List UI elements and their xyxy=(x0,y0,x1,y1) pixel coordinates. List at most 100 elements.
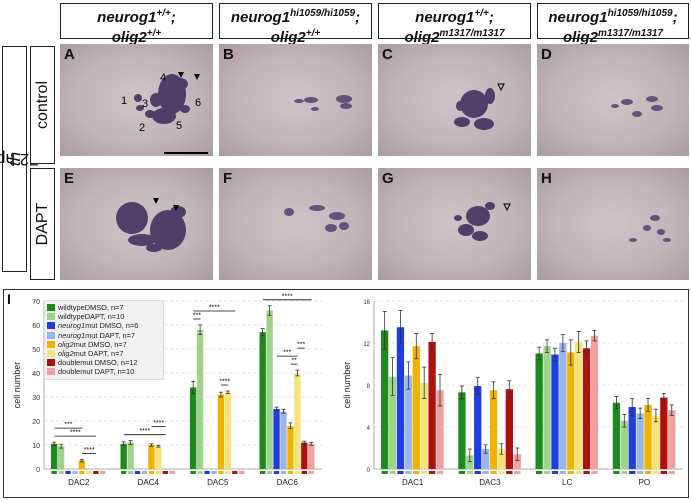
bar xyxy=(668,410,676,469)
bar xyxy=(420,382,428,469)
row-label-dapt: DAPT xyxy=(30,168,55,280)
y-tick-label: 12 xyxy=(363,342,370,348)
y-tick-label: 0 xyxy=(367,468,371,474)
category-color-tick xyxy=(567,471,574,474)
bar xyxy=(190,387,197,469)
category-color-tick xyxy=(621,471,628,474)
region-number-4: 4 xyxy=(160,72,167,84)
category-color-tick xyxy=(301,471,307,474)
bar xyxy=(280,411,287,469)
bar xyxy=(148,445,155,469)
panel-c: C xyxy=(378,44,531,156)
bar xyxy=(489,390,498,469)
gene-1: neurog1 xyxy=(97,9,157,26)
bar xyxy=(308,443,315,469)
category-color-tick xyxy=(636,471,644,474)
gene-2: olig2 xyxy=(270,29,306,46)
category-color-tick xyxy=(629,471,636,474)
x-tick-label: DAC1 xyxy=(402,478,424,487)
legend-item: neurog1 mut DMSO, n=6 xyxy=(47,321,161,330)
legend-swatch xyxy=(47,322,55,330)
category-color-tick xyxy=(155,471,162,474)
category-color-tick xyxy=(211,471,217,474)
category-color-tick xyxy=(551,471,559,474)
category-color-tick xyxy=(141,471,148,474)
bar xyxy=(644,404,652,469)
bar xyxy=(294,373,301,469)
category-color-tick xyxy=(652,471,660,474)
y-tick-label: 40 xyxy=(32,371,40,378)
legend-swatch xyxy=(47,368,55,376)
bar xyxy=(396,327,405,469)
y-tick-label: 70 xyxy=(32,299,40,306)
genotype-1: hi1059/hi1059 xyxy=(607,8,673,19)
bar xyxy=(224,392,232,469)
category-color-tick xyxy=(591,471,598,474)
bar xyxy=(513,454,521,469)
legend-swatch xyxy=(47,340,55,348)
category-color-tick xyxy=(490,471,497,474)
significance-label: **** xyxy=(282,293,293,300)
x-tick-label: DAC5 xyxy=(207,478,229,487)
y-tick-label: 30 xyxy=(32,395,40,402)
bar xyxy=(155,446,162,469)
bar xyxy=(381,330,389,469)
category-color-tick xyxy=(644,471,652,474)
bar xyxy=(301,442,308,469)
panel-c-stain xyxy=(454,83,505,130)
bar xyxy=(660,397,668,469)
category-color-tick xyxy=(506,471,513,474)
category-color-tick xyxy=(273,471,280,474)
significance-label: *** xyxy=(283,350,291,357)
bar xyxy=(196,329,204,469)
y-tick-label: 50 xyxy=(32,347,40,354)
category-color-tick xyxy=(474,471,481,474)
category-color-tick xyxy=(559,471,567,474)
significance-label: **** xyxy=(70,430,81,437)
genotype-1: +/+ xyxy=(156,8,171,19)
bar xyxy=(259,332,266,469)
legend-item: neurog1 mut DAPT, n=7 xyxy=(47,331,161,340)
panel-b-stain xyxy=(294,95,352,111)
legend-swatch xyxy=(47,304,55,312)
bar xyxy=(127,442,134,469)
bar xyxy=(78,460,86,469)
legend-item: olig2 mut DMSO, n=7 xyxy=(47,340,161,349)
category-color-tick xyxy=(58,471,64,474)
category-color-tick xyxy=(613,471,620,474)
region-number-1: 1 xyxy=(121,95,128,107)
panel-letter: C xyxy=(382,46,393,63)
genotype-2: +/+ xyxy=(146,28,162,39)
category-color-tick xyxy=(308,471,314,474)
significance-label: *** xyxy=(193,313,201,320)
panel-e: E xyxy=(60,168,213,280)
bar xyxy=(273,409,280,469)
panel-h-stain xyxy=(629,215,671,242)
category-color-tick xyxy=(169,471,175,474)
y-axis-label: cell number xyxy=(12,362,22,409)
gene-1: neurog1 xyxy=(415,9,475,26)
panel-letter: I xyxy=(7,291,11,307)
category-color-tick xyxy=(294,471,301,474)
gene-2: olig2 xyxy=(562,29,598,46)
column-header-3: neurog1+/+; olig2m1317/m1317 xyxy=(378,3,531,45)
category-color-tick xyxy=(536,471,543,474)
x-tick-label: LC xyxy=(562,478,572,487)
x-tick-label: DAC4 xyxy=(138,478,160,487)
y-tick-label: 4 xyxy=(367,426,371,432)
legend-swatch xyxy=(47,331,55,339)
row-label-control: control xyxy=(30,46,55,164)
x-tick-label: DAC3 xyxy=(479,478,501,487)
y-axis-label: cell number xyxy=(343,362,352,409)
category-color-tick xyxy=(668,471,675,474)
panel-d-stain xyxy=(611,96,663,117)
panel-g-stain xyxy=(454,202,511,241)
panel-e-stain xyxy=(116,198,186,252)
significance-label: ** xyxy=(291,358,297,365)
category-color-tick xyxy=(660,471,667,474)
category-color-tick xyxy=(190,471,196,474)
legend-item: wildtype DMSO, n=7 xyxy=(47,303,161,312)
category-color-tick xyxy=(197,471,203,474)
category-color-tick xyxy=(421,471,428,474)
x-tick-label: DAC6 xyxy=(277,478,299,487)
